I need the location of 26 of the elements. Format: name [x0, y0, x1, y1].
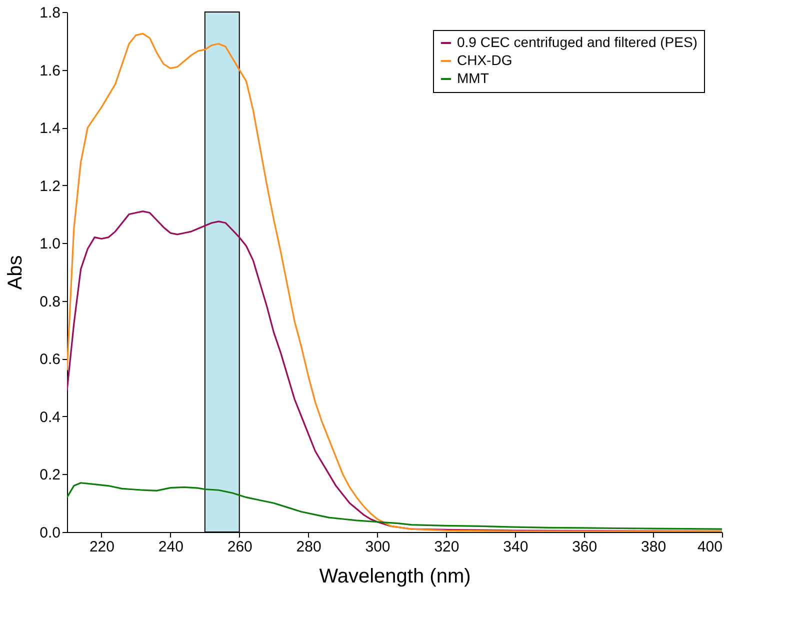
y-tick-label: 1.4: [40, 120, 60, 138]
y-axis-title: Abs: [4, 255, 27, 290]
y-tick-label: 1.2: [40, 178, 60, 195]
x-tick-label: 380: [641, 538, 666, 556]
y-tick-label: 0.2: [40, 466, 60, 484]
legend-label: MMT: [457, 70, 490, 86]
x-tick-label: 260: [227, 538, 252, 556]
x-axis-title: Wavelength (nm): [319, 566, 471, 588]
y-tick-label: 0.8: [40, 293, 60, 310]
x-tick-label: 280: [296, 538, 322, 556]
y-tick-label: 0.0: [40, 524, 60, 542]
y-tick-label: 1.6: [40, 62, 60, 80]
y-tick-label: 1.8: [40, 4, 60, 22]
x-tick-label: 360: [572, 538, 598, 556]
legend-label: CHX-DG: [457, 52, 512, 68]
x-tick-label: 320: [434, 538, 460, 556]
x-tick-label: 300: [365, 538, 390, 556]
y-tick-label: 0.6: [40, 351, 60, 368]
line-series: [67, 482, 722, 530]
x-tick-label: 240: [158, 538, 184, 556]
legend-label: 0.9 CEC centrifuged and filtered (PES): [457, 34, 698, 50]
y-tick-label: 1.0: [40, 236, 60, 253]
y-tick-label: 0.4: [40, 408, 60, 426]
x-tick-label: 400: [697, 538, 722, 556]
x-tick-label: 340: [503, 538, 528, 556]
x-tick-label: 220: [89, 538, 114, 556]
